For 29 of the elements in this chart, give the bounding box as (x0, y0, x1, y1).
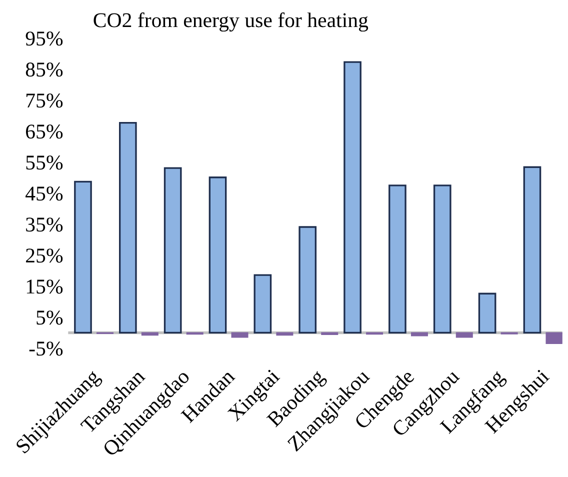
bar (208, 176, 227, 334)
bar (276, 332, 294, 336)
bar (298, 226, 317, 334)
chart-title: CO2 from energy use for heating (94, 12, 368, 32)
y-tick-label: 5% (36, 310, 63, 325)
y-tick-label: 55% (26, 156, 63, 170)
bar (523, 166, 542, 334)
bar (74, 180, 92, 334)
y-tick-label: 75% (26, 94, 63, 108)
bar (410, 332, 428, 336)
y-tick-label: 45% (26, 186, 63, 201)
y-tick-label: 85% (26, 62, 63, 77)
bar (254, 274, 272, 334)
bar (118, 122, 137, 334)
bar (344, 61, 362, 334)
bar (546, 332, 562, 344)
bar (478, 292, 496, 334)
bar (388, 184, 406, 334)
bar (456, 332, 473, 338)
y-tick-label: 15% (26, 280, 63, 294)
bar (231, 332, 248, 338)
bar (141, 332, 158, 336)
y-tick-label: 95% (26, 32, 63, 46)
y-tick-label: -5% (29, 342, 63, 356)
bar (164, 167, 182, 334)
bar (433, 184, 452, 334)
y-tick-label: 35% (26, 218, 63, 232)
y-tick-label: 25% (26, 248, 63, 263)
y-tick-label: 65% (26, 124, 63, 139)
